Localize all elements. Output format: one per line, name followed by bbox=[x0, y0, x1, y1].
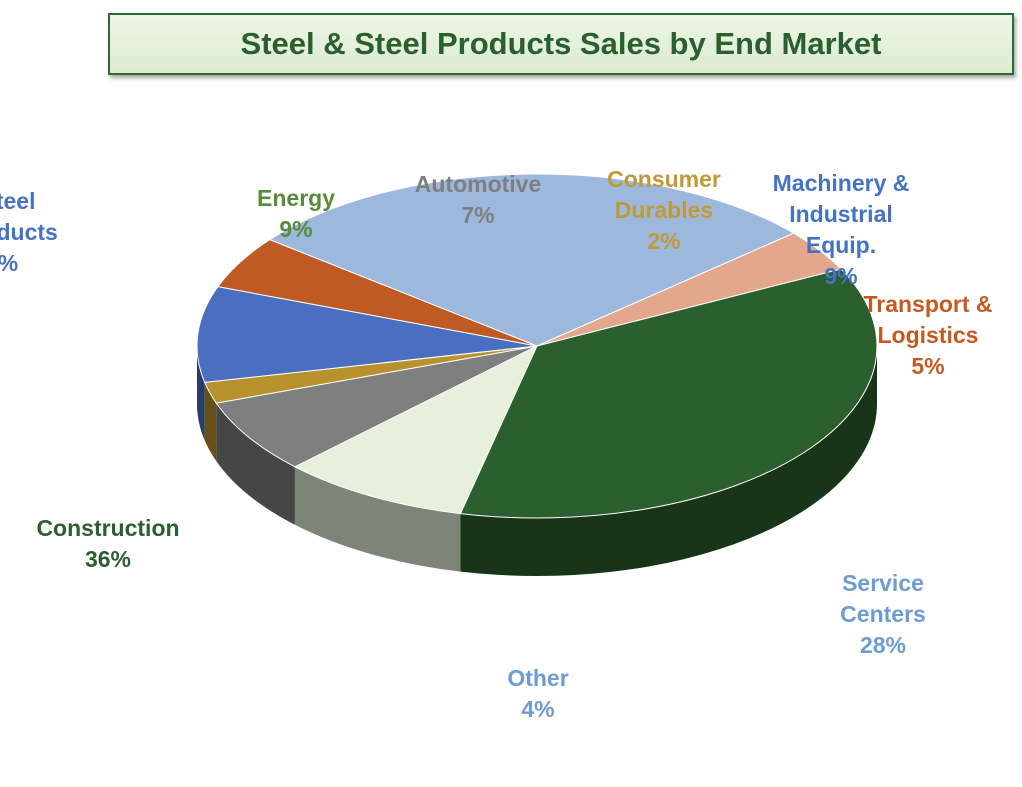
pie-side-walls bbox=[197, 346, 877, 577]
slice-label-steel-products: Steel Products% bbox=[0, 124, 58, 341]
pie-chart bbox=[196, 173, 878, 577]
pie-slice-machinery bbox=[196, 286, 538, 383]
pie-slice-service-centers bbox=[268, 173, 795, 347]
slice-label-name: Automotive bbox=[414, 171, 542, 197]
slice-label-other: Other 4% bbox=[507, 601, 568, 787]
slice-label-name: Machinery & Industrial Equip. bbox=[772, 170, 910, 258]
slice-label-energy: Energy 9% bbox=[257, 121, 335, 307]
slice-label-machinery: Machinery & Industrial Equip. 9% bbox=[773, 106, 910, 354]
pie-side-construction bbox=[460, 346, 877, 577]
slice-label-name: Energy bbox=[257, 185, 335, 211]
slice-label-name: Construction bbox=[36, 515, 180, 541]
chart-title-box: Steel & Steel Products Sales by End Mark… bbox=[108, 13, 1014, 75]
pie-slice-energy bbox=[293, 344, 539, 515]
slice-label-value: 4% bbox=[521, 696, 555, 722]
slice-label-value: 36% bbox=[84, 546, 132, 572]
slice-label-value: 5% bbox=[911, 353, 945, 379]
slice-label-value: 28% bbox=[859, 632, 907, 658]
pie-side-consumer-durables bbox=[204, 382, 217, 462]
pie-top-faces bbox=[196, 173, 878, 519]
slice-label-name: Service Centers bbox=[840, 570, 926, 627]
slice-label-value: 9% bbox=[824, 263, 858, 289]
slice-label-construction: Construction 36% bbox=[36, 451, 179, 637]
slice-label-value: 9% bbox=[279, 216, 313, 242]
pie-slice-construction bbox=[459, 268, 878, 519]
slice-label-name: Steel Products bbox=[0, 188, 58, 245]
slice-label-consumer-durables: Consumer Durables 2% bbox=[607, 102, 721, 319]
pie-slice-automotive bbox=[215, 345, 538, 468]
slice-label-name: Consumer Durables bbox=[607, 166, 721, 223]
pie-side-automotive bbox=[216, 403, 295, 525]
slice-label-service-centers: Service Centers 28% bbox=[840, 506, 926, 723]
pie-side-machinery bbox=[197, 346, 205, 441]
chart-title: Steel & Steel Products Sales by End Mark… bbox=[240, 26, 882, 61]
slice-label-value: % bbox=[0, 248, 58, 279]
slice-label-name: Transport & Logistics bbox=[863, 291, 993, 348]
pie-side-energy bbox=[294, 466, 461, 572]
slice-label-value: 7% bbox=[461, 202, 495, 228]
slice-label-name: Other bbox=[507, 665, 569, 691]
slice-label-transport: Transport & Logistics 5% bbox=[863, 227, 992, 444]
slice-label-automotive: Automotive 7% bbox=[415, 107, 542, 293]
slice-label-value: 2% bbox=[647, 228, 681, 254]
